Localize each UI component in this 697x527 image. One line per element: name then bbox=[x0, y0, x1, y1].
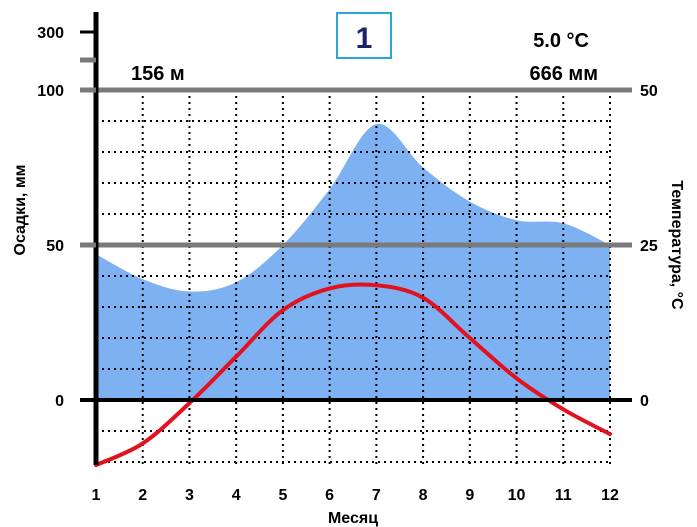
y-left-tick-label: 50 bbox=[46, 238, 64, 255]
y-left-tick-label: 300 bbox=[37, 25, 64, 42]
x-tick-label: 6 bbox=[325, 487, 334, 504]
x-tick-label: 9 bbox=[465, 487, 474, 504]
y-axis-right-title: Температура, °C bbox=[668, 180, 685, 310]
mean-annual-temperature: 5.0 °C bbox=[533, 30, 589, 52]
annual-precipitation: 666 мм bbox=[529, 63, 598, 85]
x-tick-label: 7 bbox=[372, 487, 381, 504]
x-tick-label: 8 bbox=[419, 487, 428, 504]
precipitation-area bbox=[96, 123, 610, 400]
diagram-number: 1 bbox=[356, 22, 373, 55]
x-tick-label: 5 bbox=[278, 487, 287, 504]
axes-layer bbox=[80, 12, 632, 465]
x-tick-label: 10 bbox=[508, 487, 526, 504]
temperature-layer bbox=[94, 282, 612, 468]
x-tick-label: 3 bbox=[185, 487, 194, 504]
y-right-tick-label: 50 bbox=[640, 83, 658, 100]
y-left-tick-label: 100 bbox=[37, 83, 64, 100]
y-left-tick-label: 0 bbox=[55, 393, 64, 410]
x-axis-title: Месяц bbox=[328, 510, 378, 527]
temperature-line bbox=[94, 282, 612, 468]
y-right-tick-label: 25 bbox=[640, 238, 658, 255]
diagram-number-box bbox=[336, 12, 392, 59]
x-tick-label: 1 bbox=[92, 487, 101, 504]
x-tick-label: 12 bbox=[601, 487, 619, 504]
y-right-tick-label: 0 bbox=[640, 393, 649, 410]
x-tick-label: 4 bbox=[232, 487, 241, 504]
x-tick-label: 11 bbox=[555, 487, 572, 504]
y-axis-left-title: Осадки, мм bbox=[12, 165, 29, 256]
station-elevation: 156 м bbox=[131, 63, 185, 85]
precipitation-layer bbox=[96, 123, 610, 400]
x-tick-label: 2 bbox=[138, 487, 147, 504]
